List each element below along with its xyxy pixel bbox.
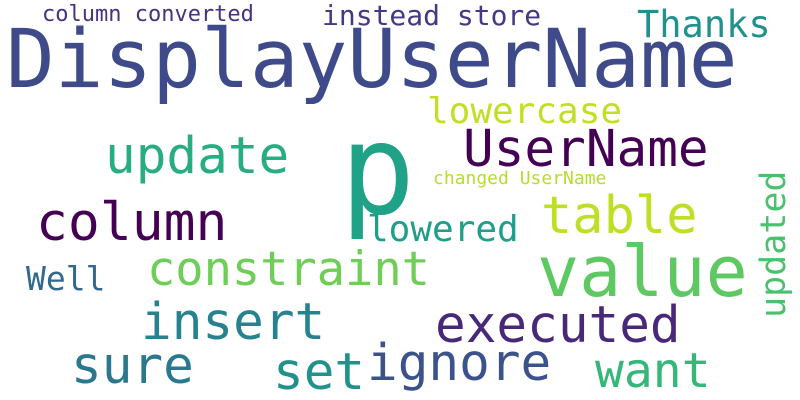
word-want: want: [595, 343, 711, 399]
word-update: update: [105, 127, 290, 186]
word-displayusername: DisplayUserName: [6, 13, 738, 107]
word-value: value: [537, 231, 748, 313]
word-executed: executed: [435, 296, 681, 355]
word-lowercase: lowercase: [427, 91, 623, 132]
word-p: p: [340, 98, 416, 243]
word-lowered: lowered: [367, 209, 519, 250]
word-ignore: ignore: [367, 334, 552, 393]
word-well: Well: [26, 259, 106, 298]
word-insert: insert: [141, 293, 326, 352]
word-column: column: [36, 192, 228, 253]
word-sure: sure: [71, 337, 194, 396]
word-thanks: Thanks: [637, 3, 771, 46]
word-column-converted: column converted: [42, 2, 254, 27]
word-set: set: [273, 343, 366, 400]
word-constraint: constraint: [147, 242, 430, 297]
word-username: UserName: [463, 120, 709, 179]
word-instead-store: instead store: [322, 0, 542, 32]
word-updated: updated: [754, 170, 794, 318]
word-table: table: [541, 186, 698, 246]
word-changed-username: changed UserName: [433, 168, 607, 189]
